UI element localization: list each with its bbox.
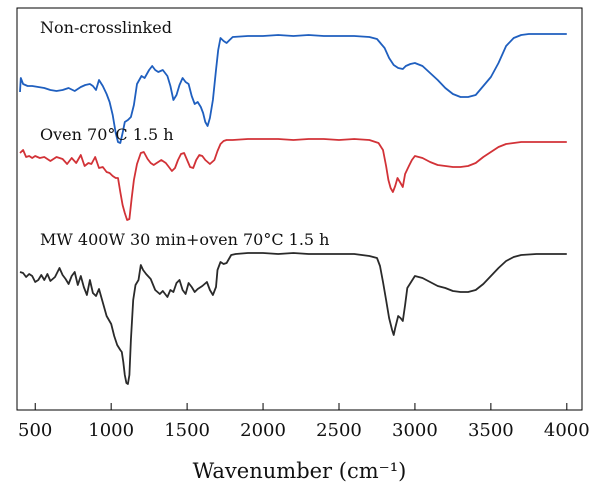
x-tick-label: 1000 bbox=[88, 420, 134, 441]
x-axis-title: Wavenumber (cm⁻¹) bbox=[193, 459, 407, 483]
x-tick-label: 2500 bbox=[316, 420, 362, 441]
plot-frame bbox=[16, 7, 583, 411]
x-tick-label: 3000 bbox=[392, 420, 438, 441]
series-label-3: MW 400W 30 min+oven 70°C 1.5 h bbox=[40, 230, 329, 249]
x-tick-label: 3500 bbox=[468, 420, 514, 441]
x-axis: 500 1000 1500 2000 2500 3000 3500 4000 bbox=[18, 403, 590, 441]
series-label-1: Non-crosslinked bbox=[40, 18, 172, 37]
x-tick-label: 2000 bbox=[240, 420, 286, 441]
series-line-3 bbox=[19, 252, 567, 385]
series-label-2: Oven 70°C 1.5 h bbox=[40, 125, 174, 144]
series-labels: Non-crosslinked Oven 70°C 1.5 h MW 400W 30… bbox=[40, 18, 329, 249]
x-tick-label: 4000 bbox=[544, 420, 590, 441]
series-line-2 bbox=[19, 138, 567, 221]
series-line-1 bbox=[19, 33, 567, 144]
x-tick-label: 500 bbox=[18, 420, 52, 441]
series-layer bbox=[19, 33, 567, 385]
x-tick-label: 1500 bbox=[164, 420, 210, 441]
